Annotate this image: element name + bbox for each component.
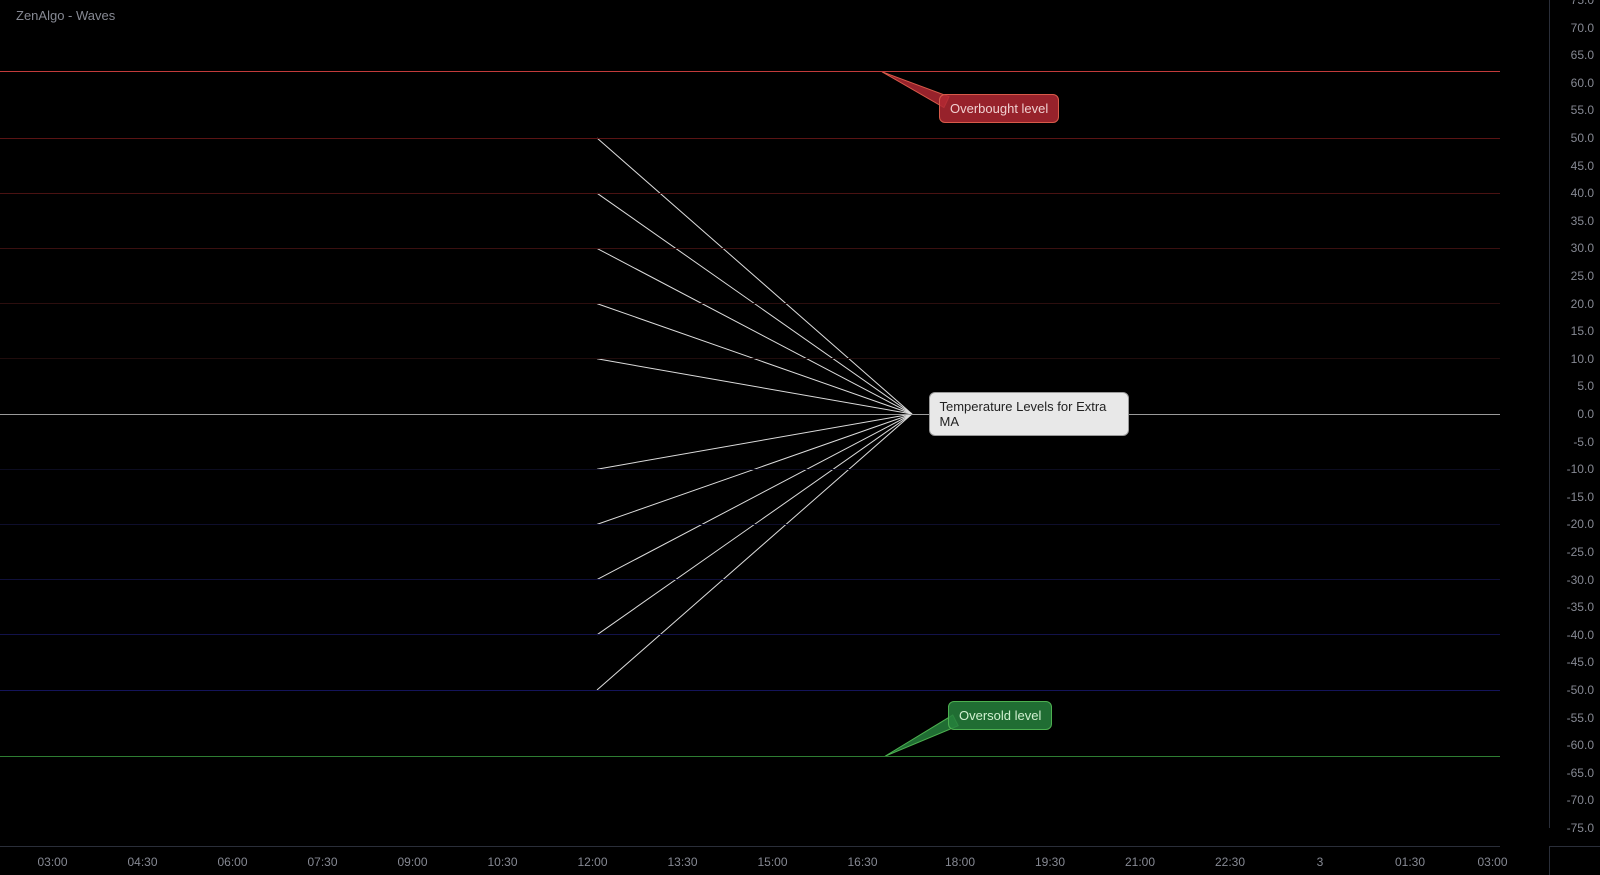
y-tick: 75.0	[1571, 0, 1594, 7]
y-tick: -75.0	[1567, 821, 1594, 835]
y-tick: -10.0	[1567, 462, 1594, 476]
y-tick: -30.0	[1567, 573, 1594, 587]
y-tick: -20.0	[1567, 517, 1594, 531]
x-tick: 13:30	[667, 855, 697, 869]
overbought-callout: Overbought level	[939, 94, 1059, 123]
x-tick: 22:30	[1215, 855, 1245, 869]
x-tick: 15:00	[757, 855, 787, 869]
x-tick: 12:00	[577, 855, 607, 869]
y-tick: -70.0	[1567, 793, 1594, 807]
y-tick: -5.0	[1573, 435, 1594, 449]
y-tick: 20.0	[1571, 297, 1594, 311]
temperature-level-line	[0, 524, 1500, 525]
y-tick: 35.0	[1571, 214, 1594, 228]
y-tick: -55.0	[1567, 711, 1594, 725]
x-tick: 03:00	[37, 855, 67, 869]
chart-root: ZenAlgo - Waves Overbought levelOversold…	[0, 0, 1600, 875]
temperature-level-line	[0, 303, 1500, 304]
x-tick: 19:30	[1035, 855, 1065, 869]
temperature-level-line	[0, 193, 1500, 194]
oversold-callout: Oversold level	[948, 701, 1052, 730]
overbought-line	[0, 71, 1500, 72]
temperature-callout: Temperature Levels for Extra MA	[929, 392, 1129, 436]
y-tick: -25.0	[1567, 545, 1594, 559]
temperature-level-line	[0, 248, 1500, 249]
x-tick: 21:00	[1125, 855, 1155, 869]
y-tick: -60.0	[1567, 738, 1594, 752]
fan-line	[597, 359, 912, 414]
fan-line	[597, 414, 912, 690]
y-tick: 50.0	[1571, 131, 1594, 145]
temperature-level-line	[0, 634, 1500, 635]
y-tick: 40.0	[1571, 186, 1594, 200]
y-tick: -45.0	[1567, 655, 1594, 669]
y-tick: 25.0	[1571, 269, 1594, 283]
y-tick: 15.0	[1571, 324, 1594, 338]
x-tick: 3	[1317, 855, 1324, 869]
x-tick: 10:30	[487, 855, 517, 869]
fan-line	[597, 414, 912, 469]
x-tick: 09:00	[397, 855, 427, 869]
y-tick: 10.0	[1571, 352, 1594, 366]
y-tick: -40.0	[1567, 628, 1594, 642]
x-tick: 01:30	[1395, 855, 1425, 869]
x-axis[interactable]: 03:00 04:30 06:00 07:30 09:00 10:30 12:00 13:30…	[0, 846, 1500, 875]
y-tick: 55.0	[1571, 103, 1594, 117]
y-tick: 5.0	[1577, 379, 1594, 393]
x-tick: 07:30	[307, 855, 337, 869]
oversold-line	[0, 756, 1500, 757]
y-tick: 60.0	[1571, 76, 1594, 90]
plot-area[interactable]: Overbought level Oversold level Temperatur…	[0, 0, 1500, 828]
y-axis[interactable]: 75.0 70.0 65.0 60.0 55.0 50.0 45.0 40.0 35.0 30.0…	[1549, 0, 1600, 828]
y-tick: -65.0	[1567, 766, 1594, 780]
x-tick: 18:00	[945, 855, 975, 869]
temperature-level-line	[0, 690, 1500, 691]
x-tick: 04:30	[127, 855, 157, 869]
y-tick: 30.0	[1571, 241, 1594, 255]
y-tick: 70.0	[1571, 21, 1594, 35]
axis-corner	[1549, 846, 1600, 875]
x-tick: 16:30	[847, 855, 877, 869]
fan-line	[597, 138, 912, 414]
x-tick: 03:00	[1477, 855, 1507, 869]
fan-line	[597, 414, 912, 580]
temperature-level-line	[0, 358, 1500, 359]
temperature-level-line	[0, 138, 1500, 139]
y-tick: 45.0	[1571, 159, 1594, 173]
y-tick: 0.0	[1577, 407, 1594, 421]
x-tick: 06:00	[217, 855, 247, 869]
y-tick: 65.0	[1571, 48, 1594, 62]
y-tick: -15.0	[1567, 490, 1594, 504]
temperature-level-line	[0, 579, 1500, 580]
y-tick: -50.0	[1567, 683, 1594, 697]
temperature-level-line	[0, 469, 1500, 470]
y-tick: -35.0	[1567, 600, 1594, 614]
zero-line	[0, 414, 1500, 415]
fan-line	[597, 248, 912, 414]
